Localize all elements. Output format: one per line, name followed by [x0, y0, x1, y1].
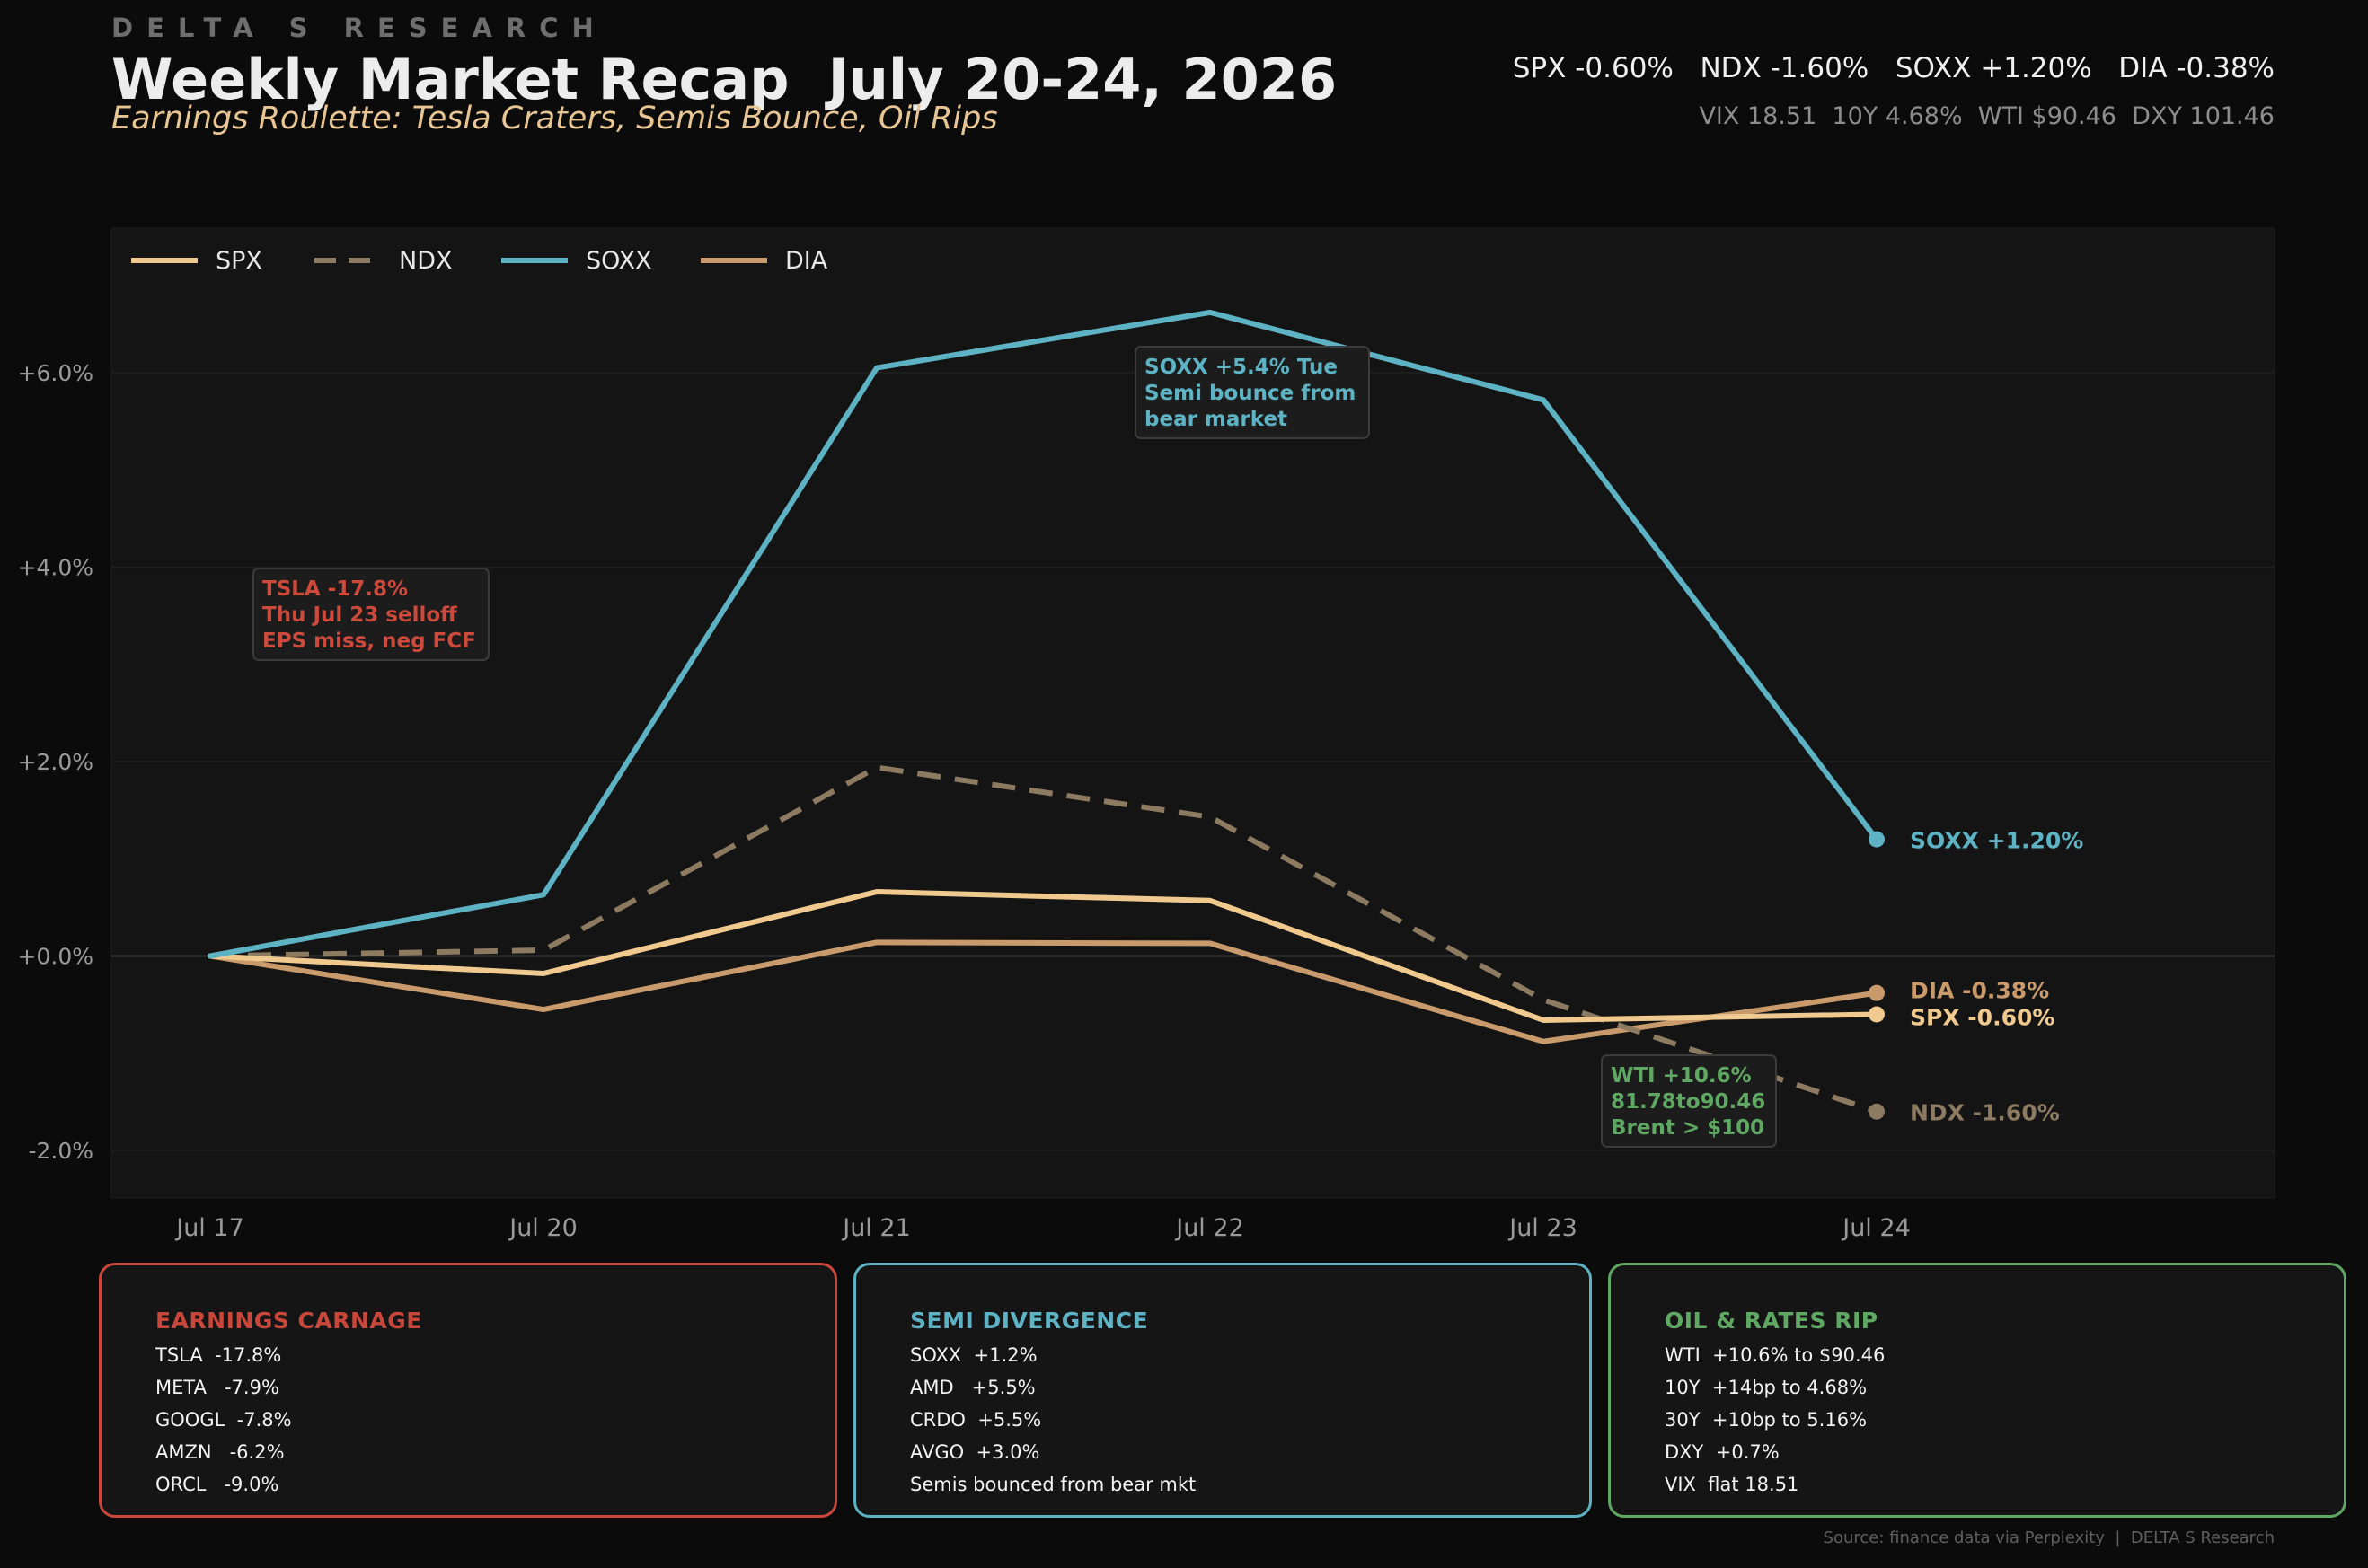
- series-endpoint-dia: [1869, 984, 1885, 1001]
- panel-title: OIL & RATES RIP: [1665, 1308, 1878, 1334]
- panel-line: 10Y +14bp to 4.68%: [1665, 1377, 1868, 1398]
- legend-label-ndx: NDX: [399, 247, 452, 275]
- y-tick-label: +6.0%: [18, 360, 93, 386]
- panel-line: AMZN -6.2%: [155, 1441, 285, 1463]
- x-tick-label: Jul 24: [1841, 1214, 1911, 1242]
- series-endpoint-soxx: [1869, 831, 1885, 848]
- legend-label-soxx: SOXX: [586, 247, 652, 275]
- annotation-box: [252, 568, 490, 661]
- panel-line: TSLA -17.8%: [155, 1344, 282, 1366]
- brand-name: DELTA S RESEARCH: [111, 13, 607, 43]
- panel-line: GOOGL -7.8%: [155, 1409, 292, 1431]
- page-title: Weekly Market Recap July 20-24, 2026: [111, 47, 1338, 112]
- annotation-text: TSLA -17.8%: [262, 577, 408, 601]
- series-layer: [208, 309, 1885, 1120]
- panel-line: DXY +0.7%: [1665, 1441, 1780, 1463]
- panel-title: EARNINGS CARNAGE: [155, 1308, 422, 1334]
- series-endpoint-spx: [1869, 1006, 1885, 1023]
- panel-line: VIX flat 18.51: [1665, 1474, 1799, 1495]
- panel-line: ORCL -9.0%: [155, 1474, 279, 1495]
- series-line-dia: [208, 939, 1879, 1044]
- annotation-box: [1135, 346, 1370, 439]
- panel-line: WTI +10.6% to $90.46: [1665, 1344, 1886, 1366]
- y-tick-label: +2.0%: [18, 749, 93, 775]
- panel-line: AVGO +3.0%: [910, 1441, 1040, 1463]
- panel-line: CRDO +5.5%: [910, 1409, 1042, 1431]
- macro-summary: VIX 18.51 10Y 4.68% WTI $90.46 DXY 101.4…: [1699, 102, 2275, 130]
- end-label-dia: DIA -0.38%: [1910, 978, 2049, 1004]
- annotation-text: SOXX +5.4% Tue: [1144, 356, 1338, 379]
- panel-line: AMD +5.5%: [910, 1377, 1036, 1398]
- y-tick-label: +0.0%: [18, 944, 93, 970]
- x-tick-label: Jul 21: [841, 1214, 911, 1242]
- annotation-text: EPS miss, neg FCF: [262, 630, 476, 653]
- panel-earnings: EARNINGS CARNAGE TSLA -17.8% META -7.9% …: [99, 1263, 837, 1518]
- legend: SPX NDX SOXX DIA: [131, 247, 828, 275]
- y-tick-label: +4.0%: [18, 555, 93, 581]
- panel-line: Semis bounced from bear mkt: [910, 1474, 1197, 1495]
- annotation-text: WTI +10.6%: [1611, 1064, 1752, 1088]
- annotation-text: Thu Jul 23 selloff: [262, 603, 457, 627]
- annotation-text: Brent > $100: [1611, 1116, 1764, 1140]
- annotations: TSLA -17.8%Thu Jul 23 selloff EPS miss, n…: [252, 346, 1777, 1148]
- panel-oil-rates: OIL & RATES RIP WTI +10.6% to $90.46 10Y…: [1608, 1263, 2346, 1518]
- source-footer: Source: finance data via Perplexity | DE…: [1823, 1528, 2275, 1547]
- end-label-soxx: SOXX +1.20%: [1910, 828, 2083, 854]
- panel-line: META -7.9%: [155, 1377, 279, 1398]
- legend-label-spx: SPX: [216, 247, 262, 275]
- line-chart: -2.0%+0.0%+2.0%+4.0%+6.0% Jul 17 Jul 20 Ju…: [17, 247, 2275, 1242]
- x-tick-label: Jul 22: [1174, 1214, 1244, 1242]
- panel-semis: SEMI DIVERGENCE SOXX +1.2% AMD +5.5% CRD…: [853, 1263, 1592, 1518]
- series-line-soxx: [208, 309, 1879, 959]
- x-tick-label: Jul 17: [174, 1214, 244, 1242]
- end-label-spx: SPX -0.60%: [1910, 1004, 2054, 1030]
- annotation-text: Semi bounce from: [1144, 382, 1356, 405]
- page-subtitle: Earnings Roulette: Tesla Craters, Semis …: [111, 101, 998, 137]
- x-tick-label: Jul 20: [508, 1214, 578, 1242]
- annotation-text: 81.78to90.46: [1611, 1090, 1765, 1114]
- annotation-text: bear market: [1144, 408, 1287, 431]
- y-axis: -2.0% +0.0% +2.0% +4.0% +6.0%: [18, 360, 93, 1164]
- y-tick-label: -2.0%: [28, 1138, 93, 1164]
- panel-line: SOXX +1.2%: [910, 1344, 1038, 1366]
- index-summary: SPX -0.60% NDX -1.60% SOXX +1.20% DIA -0…: [1512, 52, 2275, 84]
- panel-line: 30Y +10bp to 5.16%: [1665, 1409, 1868, 1431]
- x-tick-label: Jul 23: [1507, 1214, 1577, 1242]
- x-axis: Jul 17 Jul 20 Jul 21 Jul 22 Jul 23 Jul 24: [174, 1214, 1911, 1242]
- legend-label-dia: DIA: [785, 247, 828, 275]
- annotation-box: [1601, 1054, 1777, 1148]
- end-label-ndx: NDX -1.60%: [1910, 1100, 2060, 1126]
- panel-title: SEMI DIVERGENCE: [910, 1308, 1149, 1334]
- series-endpoint-ndx: [1869, 1103, 1885, 1120]
- series-line-spx: [208, 889, 1879, 1023]
- end-labels: SPX -0.60% NDX -1.60% SOXX +1.20% DIA -0.38…: [1910, 828, 2083, 1126]
